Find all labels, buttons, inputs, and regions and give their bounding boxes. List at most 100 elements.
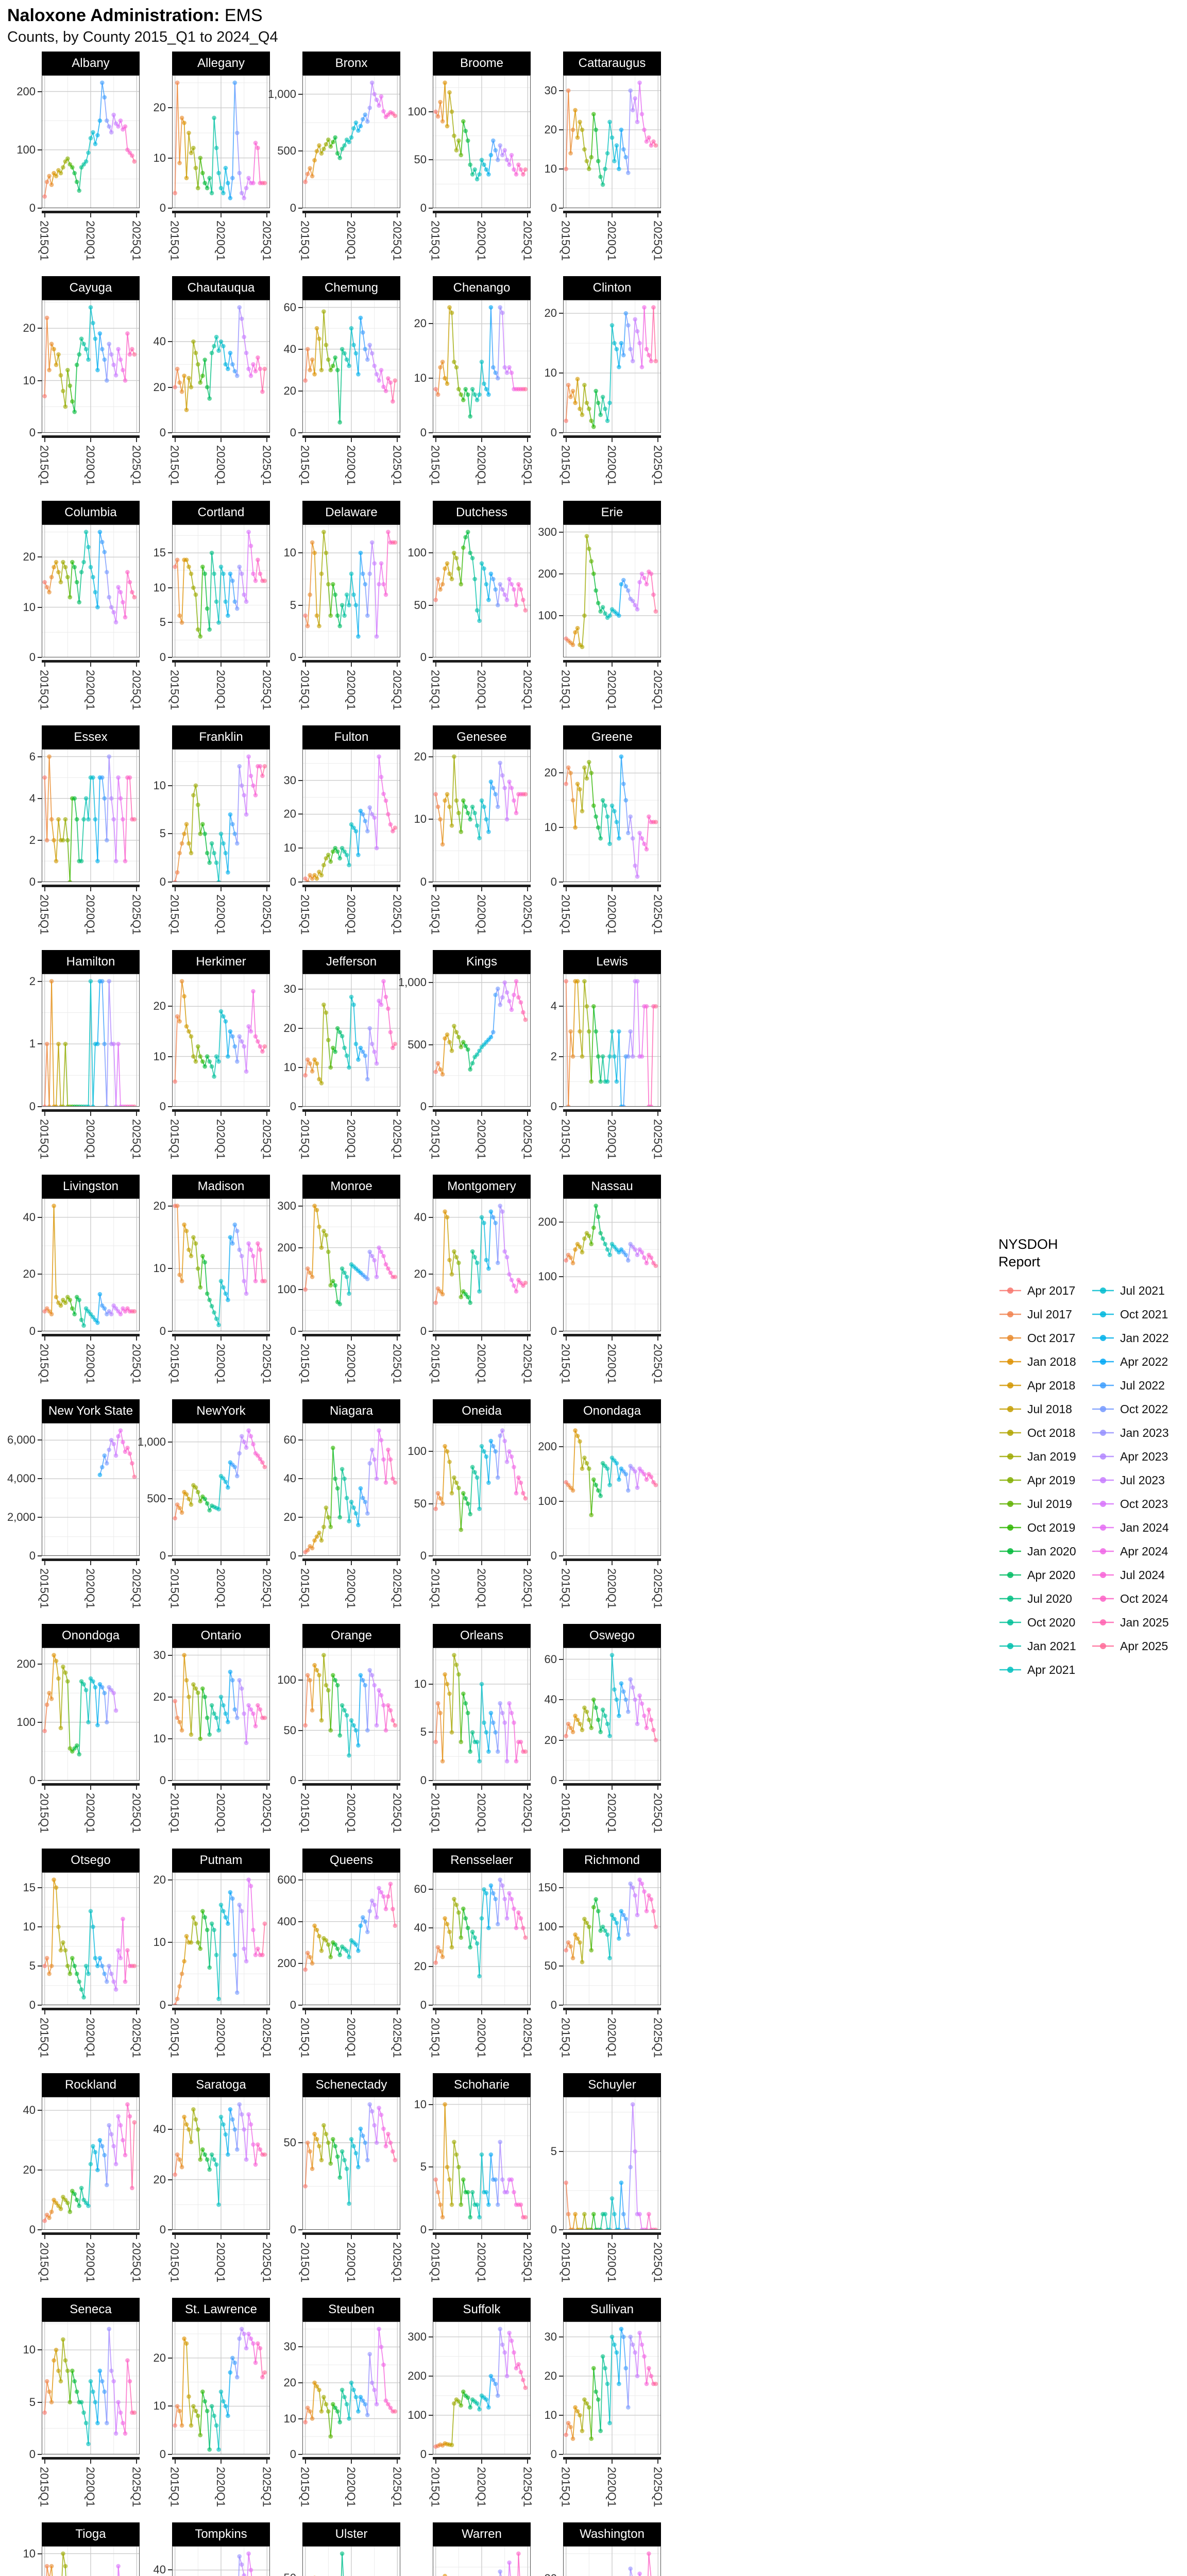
panel-queens: Queens 0 200 400 600 2015Q1 2020Q1 2025Q1 [273,1849,403,2073]
y-tick-label: 15 [153,546,166,560]
y-tick-label: 1,000 [267,87,296,100]
y-tick-label: 0 [420,1100,427,1113]
y-tick-mark [38,1106,42,1107]
x-tick-mark [136,2010,138,2014]
x-tick-mark [612,1561,613,1565]
y-tick-mark [168,386,172,388]
facet-strip: Erie [563,501,661,524]
panel-orleans: Orleans 0 5 10 2015Q1 2020Q1 2025Q1 [403,1624,534,1849]
plot-wrap: 0 100 200 300 [403,2321,534,2461]
x-tick-label: 2015Q1 [168,2018,181,2058]
y-tick-mark [298,1478,302,1480]
plot-wrap: 0 10 20 [534,300,664,439]
x-axis-line [172,1558,270,1561]
legend-key-icon [1092,1287,1114,1294]
y-tick-mark [298,348,302,350]
x-axis-line [172,211,270,213]
plot-wrap: 0 5 10 [403,1648,534,1787]
y-axis: 0 20 40 60 [403,1872,433,2011]
y-tick-label: 0 [550,2448,557,2461]
x-axis-line [42,885,140,887]
y-tick-mark [38,1926,42,1927]
x-tick-mark [90,2010,91,2014]
x-tick-mark [44,663,45,667]
y-tick-mark [429,1732,433,1733]
line-chart [42,1648,140,1781]
y-tick-mark [298,208,302,209]
x-tick-label: 2020Q1 [605,2018,618,2058]
panel-fulton: Fulton 0 10 20 30 2015Q1 2020Q1 2025Q1 [273,725,403,950]
plot-wrap: 0 100 200 [12,1648,143,1787]
x-tick-mark [44,1561,45,1565]
panel-broome: Broome 0 50 100 2015Q1 2020Q1 2025Q1 [403,52,534,276]
x-tick-label: 2020Q1 [84,221,97,261]
facet-strip: Broome [433,52,531,75]
line-chart [563,2097,661,2230]
x-tick-label: 2025Q1 [521,894,534,935]
x-axis: 2015Q1 2020Q1 2025Q1 [38,2235,143,2296]
y-tick-mark [168,2569,172,2571]
y-tick-mark [298,1730,302,1731]
y-tick-label: 0 [290,1325,296,1337]
x-tick-label: 2020Q1 [345,894,358,935]
x-axis-line [563,1334,661,1336]
legend-label: Oct 2024 [1120,1591,1168,1605]
panel-rockland: Rockland 0 20 40 2015Q1 2020Q1 2025Q1 [12,2073,143,2298]
y-tick-label: 6,000 [7,1433,36,1447]
y-tick-mark [429,1889,433,1890]
line-chart [42,1198,140,1331]
panel-nassau: Nassau 0 100 200 2015Q1 2020Q1 2025Q1 [534,1175,664,1399]
line-chart [172,2097,270,2230]
x-tick-mark [174,213,176,217]
y-tick-label: 200 [538,1215,557,1229]
x-tick-mark [657,663,659,667]
plot-wrap: 0 2 4 6 [12,749,143,888]
y-tick-label: 20 [545,2572,557,2576]
plot-wrap: 0 5 10 15 [12,1872,143,2011]
x-axis-line [302,1109,400,1112]
y-tick-mark [168,1942,172,1943]
x-axis: 2015Q1 2020Q1 2025Q1 [168,213,273,274]
y-tick-mark [298,1331,302,1332]
y-axis: 0 100 200 [12,1648,42,1787]
x-axis: 2015Q1 2020Q1 2025Q1 [429,213,534,274]
x-tick-label: 2015Q1 [429,1344,442,1384]
x-tick-label: 2020Q1 [214,221,227,261]
line-chart [563,300,661,433]
y-tick-mark [298,2229,302,2230]
y-tick-label: 0 [159,651,166,664]
facet-row: Seneca 0 5 10 2015Q1 2020Q1 2025Q1 St. Lawrence… [12,2298,664,2522]
line-chart [433,300,531,433]
y-tick-mark [168,785,172,786]
legend-label: Jul 2018 [1027,1402,1072,1416]
legend-entry: Jul 2020 [998,1587,1091,1611]
y-tick-label: 40 [544,1693,557,1706]
x-axis: 2015Q1 2020Q1 2025Q1 [299,2235,403,2296]
y-tick-label: 20 [153,2173,166,2186]
y-tick-mark [168,882,172,883]
y-tick-mark [429,159,433,161]
y-axis: 0 50 100 150 [534,1872,563,2011]
facet-row: Tioga05102015Q12020Q12025Q1Tompkins02040… [12,2522,664,2576]
x-tick-mark [612,1336,613,1341]
line-chart [433,974,531,1107]
x-axis: 2015Q1 2020Q1 2025Q1 [429,2235,534,2296]
y-tick-label: 2 [29,974,36,988]
y-tick-mark [298,1066,302,1068]
x-tick-mark [136,2235,138,2239]
y-tick-label: 20 [23,2163,36,2177]
y-tick-mark [168,432,172,433]
x-tick-mark [397,663,398,667]
y-tick-label: 200 [16,84,36,98]
facet-row: Livingston 0 20 40 2015Q1 2020Q1 2025Q1 Madison… [12,1175,664,1399]
y-tick-label: 200 [538,1440,557,1453]
y-tick-label: 0 [159,426,166,439]
facet-strip: Greene [563,725,661,749]
facet-strip: Rockland [42,2073,140,2097]
plot-wrap: 0 10 20 30 [534,2321,664,2461]
x-axis-line [302,1558,400,1561]
y-tick-mark [559,882,563,883]
panel-herkimer: Herkimer 0 10 20 2015Q1 2020Q1 2025Q1 [143,950,273,1175]
y-tick-label: 5 [290,598,296,612]
